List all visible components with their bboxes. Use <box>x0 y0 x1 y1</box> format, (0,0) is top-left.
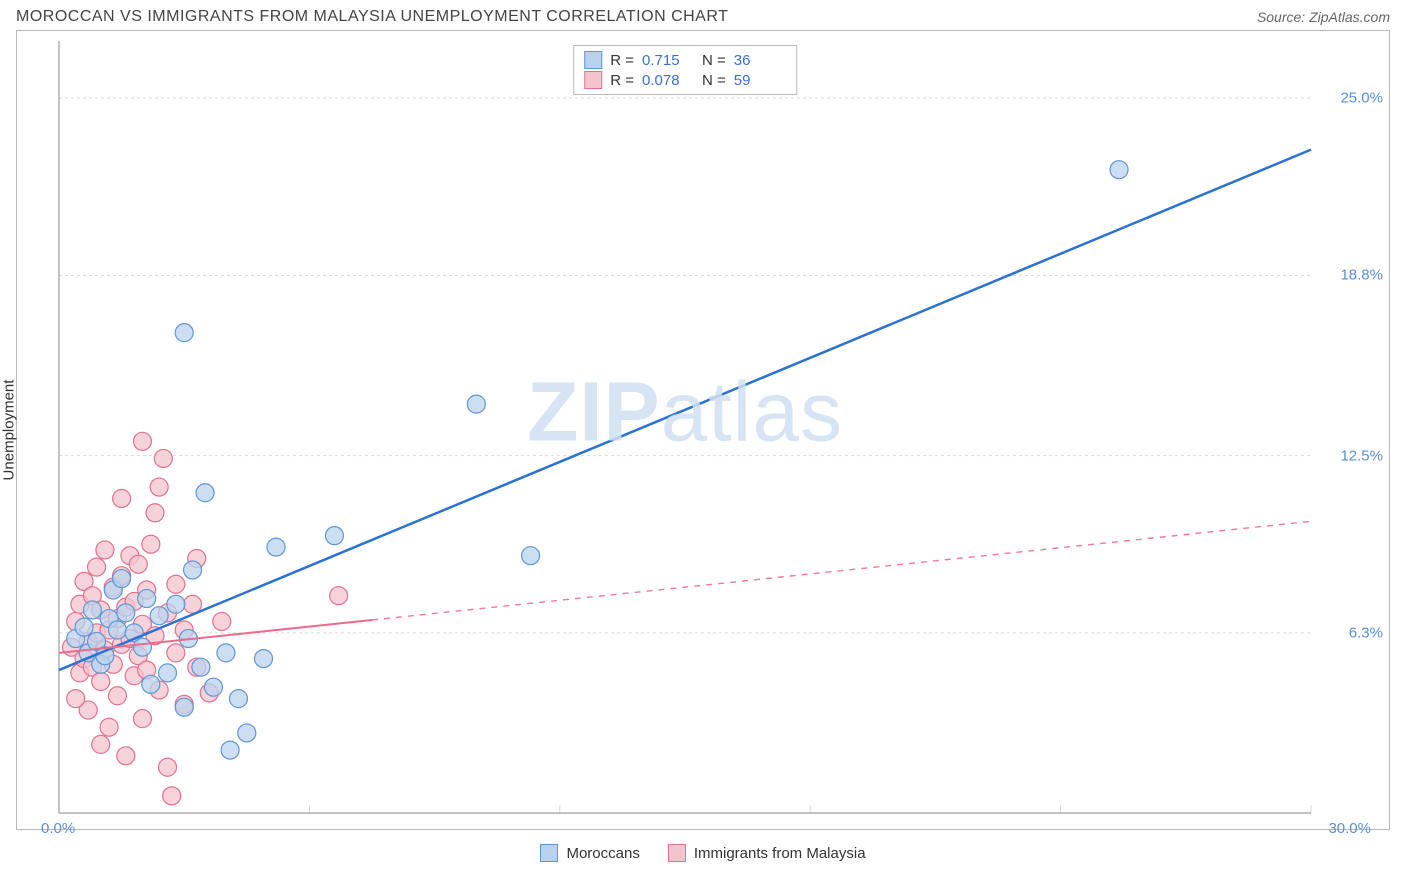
legend-item: Moroccans <box>540 844 639 862</box>
series-swatch <box>584 71 602 89</box>
x-tick-label: 30.0% <box>1328 820 1371 837</box>
stat-r-label: R = <box>610 52 634 69</box>
stat-r-value: 0.715 <box>642 52 694 69</box>
legend-swatch <box>540 844 558 862</box>
y-tick-label: 6.3% <box>1349 624 1383 641</box>
stat-r-value: 0.078 <box>642 72 694 89</box>
chart-container: Unemployment ZIPatlas R =0.715N =36R =0.… <box>16 30 1390 830</box>
y-axis-label: Unemployment <box>1 380 18 481</box>
chart-header: MOROCCAN VS IMMIGRANTS FROM MALAYSIA UNE… <box>0 0 1406 30</box>
stat-n-value: 59 <box>734 72 786 89</box>
stat-n-label: N = <box>702 72 726 89</box>
chart-title: MOROCCAN VS IMMIGRANTS FROM MALAYSIA UNE… <box>16 8 728 26</box>
stat-n-label: N = <box>702 52 726 69</box>
bottom-legend: Moroccans Immigrants from Malaysia <box>0 838 1406 866</box>
plot-svg <box>59 41 1311 813</box>
stats-row: R = 0.715 N = 36 <box>584 50 786 70</box>
y-tick-label: 12.5% <box>1340 447 1383 464</box>
stats-row: R = 0.078 N = 59 <box>584 70 786 90</box>
x-tick-label: 0.0% <box>41 820 75 837</box>
plot-area: ZIPatlas R =0.715N =36R =0.078N =59 6.3%… <box>59 41 1311 813</box>
legend-swatch <box>668 844 686 862</box>
legend-item: Immigrants from Malaysia <box>668 844 866 862</box>
legend-label: Moroccans <box>566 845 639 862</box>
stats-legend-box: R = 0.715 N = 36 R = 0.078 N = 59 <box>573 45 797 95</box>
y-tick-label: 18.8% <box>1340 267 1383 284</box>
legend-label: Immigrants from Malaysia <box>694 845 866 862</box>
stat-r-label: R = <box>610 72 634 89</box>
y-tick-label: 25.0% <box>1340 90 1383 107</box>
series-swatch <box>584 51 602 69</box>
source-label: Source: ZipAtlas.com <box>1257 9 1390 25</box>
stat-n-value: 36 <box>734 52 786 69</box>
